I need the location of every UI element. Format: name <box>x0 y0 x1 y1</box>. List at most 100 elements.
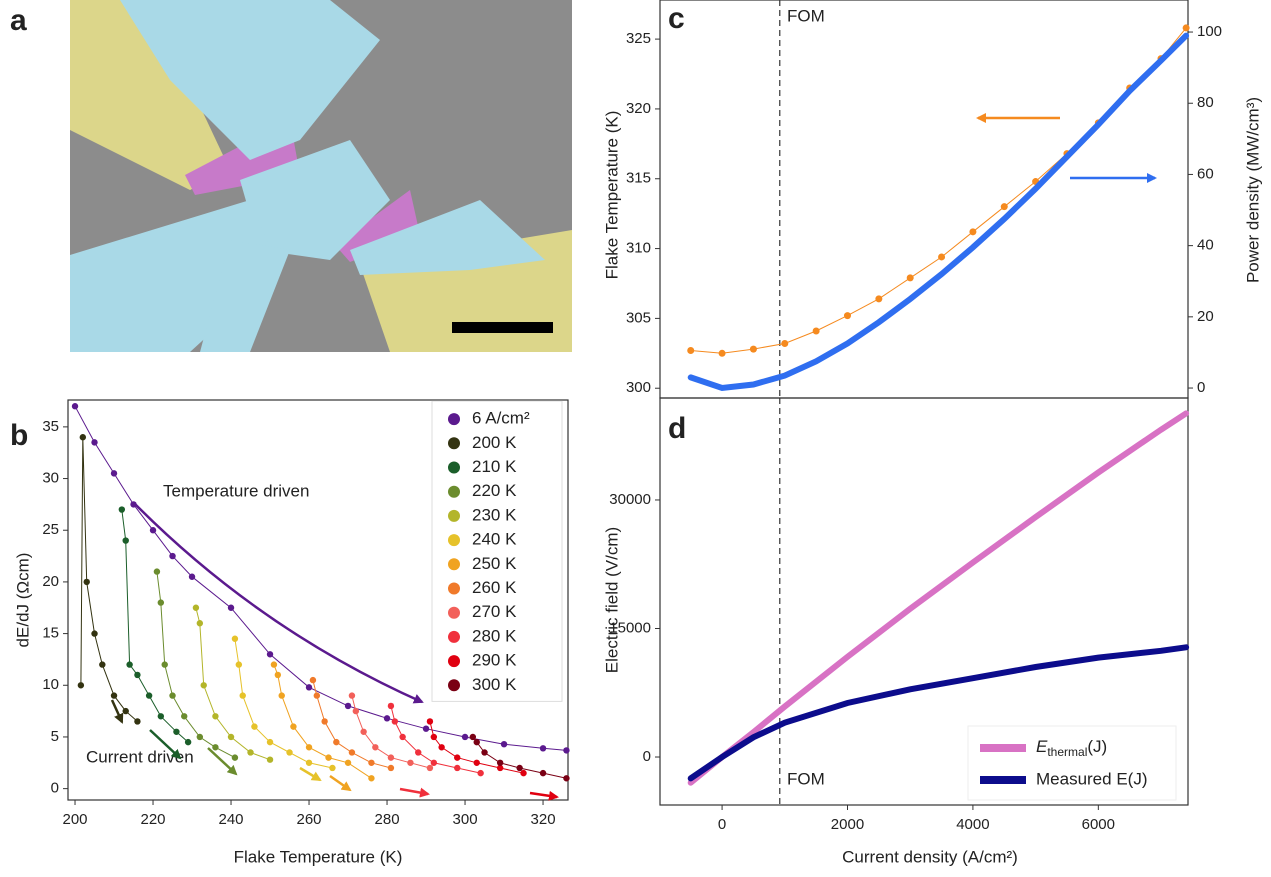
data-point <box>325 754 332 761</box>
legend-label: 260 K <box>472 578 517 597</box>
data-point <box>122 537 129 544</box>
data-point <box>157 713 165 720</box>
panel-label: b <box>10 419 28 452</box>
data-point <box>461 733 469 741</box>
data-point <box>173 728 180 735</box>
data-point <box>239 692 246 699</box>
y-tick-label: 310 <box>626 240 651 257</box>
data-point <box>278 692 285 699</box>
y-tick-label: 15 <box>42 625 59 642</box>
legend-marker <box>448 437 460 450</box>
data-point <box>352 707 360 715</box>
data-point <box>938 253 946 261</box>
data-point <box>372 744 379 751</box>
data-point <box>344 702 352 710</box>
panel-label: a <box>10 4 27 37</box>
series-line <box>273 664 372 779</box>
legend-marker <box>448 485 460 498</box>
arrow <box>299 766 322 782</box>
data-point <box>126 661 133 668</box>
data-point <box>305 684 313 691</box>
legend-label: 290 K <box>472 651 517 670</box>
y-tick-label: 300 <box>626 379 651 396</box>
data-point <box>348 692 356 699</box>
legend-label: 250 K <box>472 554 517 573</box>
y2-tick-label: 100 <box>1197 23 1222 40</box>
data-point <box>383 715 391 722</box>
x-tick-label: 6000 <box>1082 816 1115 833</box>
arrow <box>110 699 124 724</box>
data-point <box>329 764 336 772</box>
data-point <box>196 733 204 741</box>
series-line <box>156 571 236 759</box>
y-axis-title: dE/dJ (Ωcm) <box>13 553 32 648</box>
y-tick-label: 315 <box>626 170 651 187</box>
data-point <box>473 738 480 746</box>
data-point <box>368 775 375 782</box>
data-point <box>500 740 508 748</box>
data-point <box>305 759 313 766</box>
data-point <box>563 775 570 782</box>
data-point <box>481 749 488 756</box>
y2-tick-label: 40 <box>1197 237 1214 254</box>
data-point <box>749 345 757 353</box>
y-axis-title: Flake Temperature (K) <box>602 111 621 280</box>
data-point <box>687 347 695 355</box>
legend-label: 210 K <box>472 457 517 476</box>
x-tick-label: 2000 <box>831 816 864 833</box>
data-point <box>153 568 161 575</box>
x-tick-label: 4000 <box>956 816 989 833</box>
legend-marker <box>448 679 460 692</box>
annotation: FOM <box>787 6 825 25</box>
data-point <box>235 661 243 668</box>
plot-frame <box>67 399 569 801</box>
x-axis-title: Current density (A/cm²) <box>842 847 1018 866</box>
annotation: Current driven <box>86 747 194 766</box>
data-point <box>91 439 98 446</box>
arrow <box>207 747 238 776</box>
y2-tick-label: 20 <box>1197 308 1214 325</box>
data-point <box>266 738 274 746</box>
data-point <box>348 749 356 756</box>
data-point <box>430 759 438 766</box>
data-point <box>969 228 977 236</box>
data-point <box>134 718 141 725</box>
x-tick-label: 200 <box>63 811 88 828</box>
legend-label: 230 K <box>472 505 517 524</box>
data-point <box>812 327 820 335</box>
data-point <box>305 744 313 751</box>
legend-marker <box>448 655 460 668</box>
data-point <box>71 403 79 410</box>
data-point <box>516 764 523 772</box>
data-point <box>118 506 126 513</box>
data-point <box>407 759 414 766</box>
y-tick-label: 10 <box>42 676 59 693</box>
y-tick-label: 5 <box>51 728 59 745</box>
data-point <box>387 764 395 772</box>
data-point <box>212 713 219 720</box>
data-point <box>231 754 239 761</box>
data-point <box>426 718 434 725</box>
data-point <box>290 723 297 730</box>
data-point <box>99 661 106 668</box>
data-point <box>169 692 176 699</box>
y-tick-label: 0 <box>51 780 59 797</box>
legend-label: 200 K <box>472 433 517 452</box>
legend-marker <box>448 413 460 426</box>
data-point <box>110 470 118 477</box>
y2-tick-label: 0 <box>1197 379 1205 396</box>
data-point <box>539 745 547 752</box>
data-point <box>391 718 399 725</box>
x-tick-label: 0 <box>718 816 726 833</box>
data-point <box>454 754 461 761</box>
legend-label: Ethermal(J) <box>1036 737 1107 759</box>
data-point <box>438 744 445 751</box>
data-point <box>360 728 367 735</box>
data-point <box>122 707 129 715</box>
data-point <box>266 651 274 658</box>
legend-marker <box>448 509 460 522</box>
y-tick-label: 35 <box>42 418 59 435</box>
series-line <box>687 32 1190 392</box>
data-point <box>843 312 851 320</box>
